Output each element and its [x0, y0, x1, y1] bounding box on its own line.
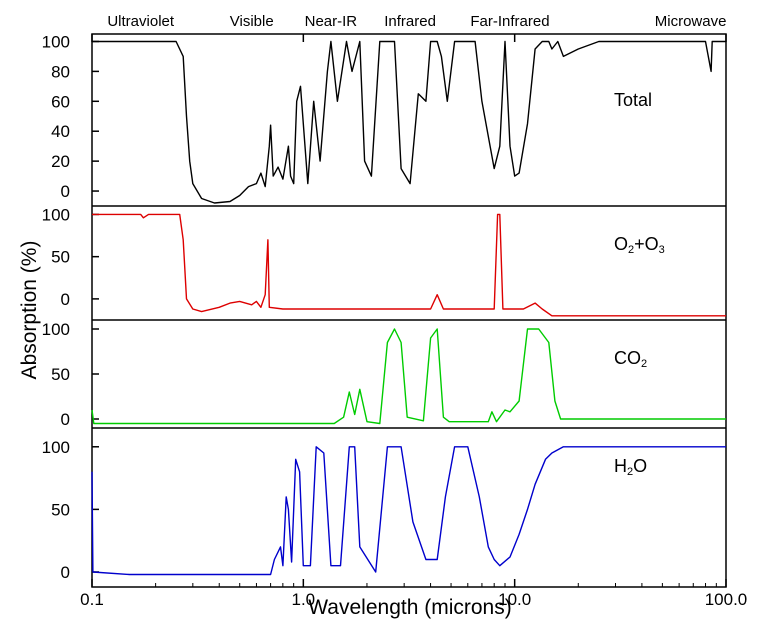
x-axis-title: Wavelength (microns)	[308, 596, 511, 619]
y-tick-label: 60	[51, 92, 70, 111]
x-tick-label: 10.0	[498, 590, 531, 609]
series-line-h2o	[91, 446, 726, 576]
panel-label-o2o3: O2+O3	[614, 234, 665, 256]
y-axis-title: Absorption (%)	[18, 241, 41, 380]
x-tick-label: 1.0	[292, 590, 316, 609]
y-tick-label: 100	[42, 320, 70, 339]
plot-frame	[91, 33, 727, 588]
band-label: Microwave	[655, 13, 727, 30]
y-tick-label: 100	[42, 205, 70, 224]
panel-label-co2: CO2	[614, 348, 647, 370]
panel-separators	[92, 205, 726, 429]
panel-label-h2o: H2O	[614, 456, 647, 478]
panel-label-total: Total	[614, 90, 652, 110]
y-tick-label: 0	[61, 410, 70, 429]
y-tick-label: 50	[51, 500, 70, 519]
y-tick-label: 0	[61, 563, 70, 582]
y-tick-label: 0	[61, 182, 70, 201]
y-tick-label: 50	[51, 365, 70, 384]
series-line-o2o3	[92, 213, 726, 317]
series-line-total	[92, 40, 726, 204]
band-label: Visible	[230, 13, 274, 30]
panel-labels: Total O2+O3 CO2 H2O	[614, 90, 665, 478]
y-tick-label: 40	[51, 122, 70, 141]
y-tick-label: 20	[51, 152, 70, 171]
band-label: Ultraviolet	[107, 13, 175, 30]
series-line-co2	[91, 328, 726, 425]
x-tick-label: 100.0	[705, 590, 748, 609]
x-tick-label: 0.1	[80, 590, 104, 609]
band-label: Near-IR	[305, 13, 358, 30]
y-tick-label: 100	[42, 32, 70, 51]
x-axis-ticks: 0.1 1.0 10.0 100.0	[80, 34, 747, 609]
y-tick-label: 50	[51, 248, 70, 267]
band-label: Far-Infrared	[470, 13, 549, 30]
data-series	[91, 40, 726, 576]
band-label: Infrared	[384, 13, 436, 30]
y-tick-label: 0	[61, 290, 70, 309]
y-tick-label: 80	[51, 62, 70, 81]
band-labels: Ultraviolet Visible Near-IR Infrared Far-Inf…	[107, 13, 726, 30]
y-axis-ticks: 0 20 40 60 80 100 0 50 100 0 50 100 0 50 100	[42, 32, 99, 582]
y-tick-label: 100	[42, 438, 70, 457]
